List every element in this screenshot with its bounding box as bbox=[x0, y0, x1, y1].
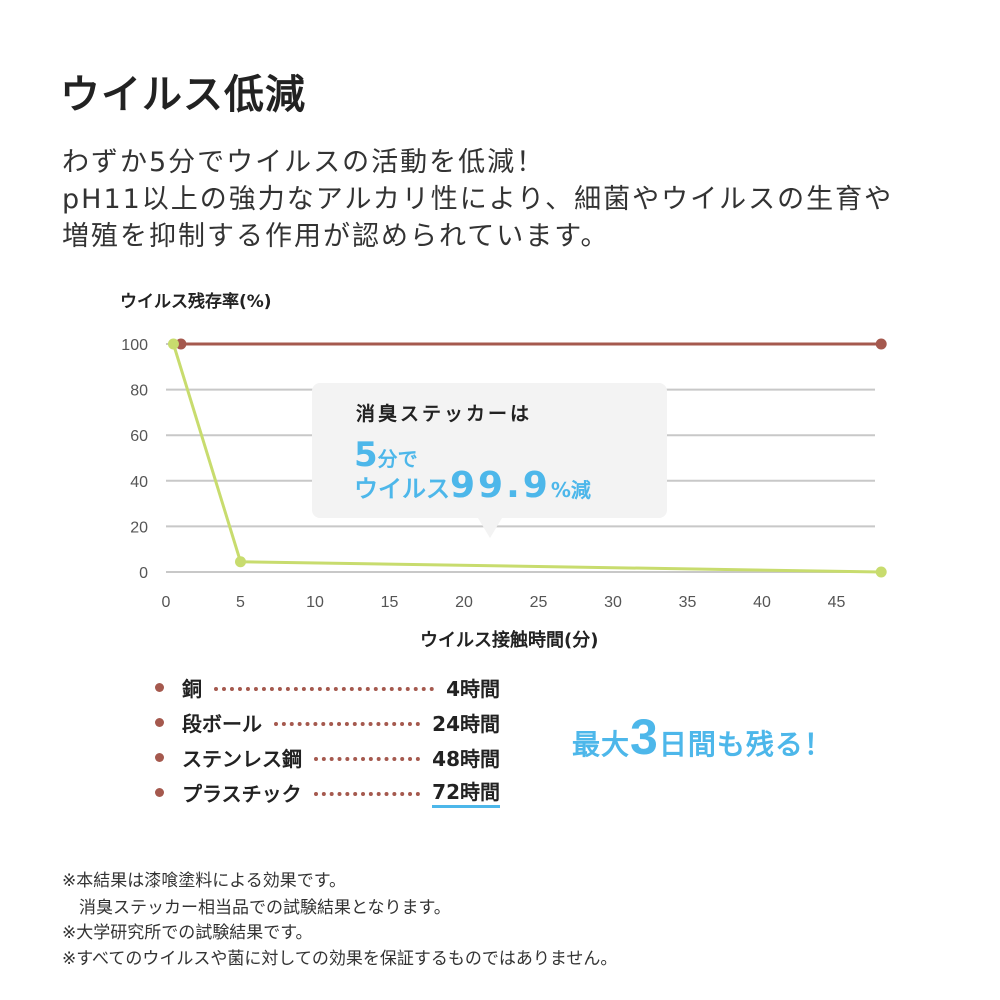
material: 段ボール bbox=[182, 711, 262, 736]
lead-line-3: 増殖を抑制する作用が認められています。 bbox=[62, 221, 610, 252]
callout-pct: 99.9 bbox=[450, 465, 551, 506]
callout-unit: 分で bbox=[377, 447, 418, 471]
max-pre: 最大 bbox=[572, 728, 631, 761]
note: 消臭ステッカー相当品での試験結果となります。 bbox=[62, 898, 451, 918]
material: 銅 bbox=[182, 676, 202, 701]
bullet-icon bbox=[155, 717, 164, 727]
page-title: ウイルス低減 bbox=[60, 72, 306, 118]
lead-line-1: わずか5分でウイルスの活動を低減！ bbox=[62, 147, 546, 178]
bullet-icon bbox=[155, 787, 164, 797]
data-point bbox=[875, 566, 887, 578]
x-tick-label: 30 bbox=[604, 594, 622, 611]
material: プラスチック bbox=[182, 781, 302, 806]
max-days-headline: 最大3日間も残る！ bbox=[572, 708, 833, 766]
time: 72時間 bbox=[432, 776, 500, 808]
x-axis-label: ウイルス接触時間(分) bbox=[420, 630, 599, 651]
y-tick-label: 20 bbox=[130, 519, 148, 536]
material: ステンレス鋼 bbox=[182, 746, 302, 771]
dot-leader bbox=[274, 722, 421, 726]
survival-row: ステンレス鋼 48時間 bbox=[155, 742, 500, 772]
x-tick-label: 20 bbox=[455, 594, 473, 611]
y-axis-label: ウイルス残存率(%) bbox=[120, 292, 272, 312]
time: 48時間 bbox=[432, 746, 500, 771]
x-tick-label: 10 bbox=[306, 594, 324, 611]
x-tick-label: 35 bbox=[679, 594, 697, 611]
y-tick-label: 80 bbox=[130, 383, 148, 400]
note: ※すべてのウイルスや菌に対しての効果を保証するものではありません。 bbox=[62, 949, 618, 969]
time: 24時間 bbox=[432, 711, 500, 736]
note: ※大学研究所での試験結果です。 bbox=[62, 923, 313, 943]
time: 4時間 bbox=[446, 676, 500, 701]
dot-leader bbox=[313, 792, 421, 796]
y-tick-label: 100 bbox=[121, 337, 148, 354]
callout-virus: ウイルス bbox=[354, 475, 450, 503]
max-post: 日間も残る！ bbox=[658, 728, 833, 761]
callout-5: 5 bbox=[354, 435, 378, 475]
max-num: 3 bbox=[630, 709, 659, 765]
data-point bbox=[235, 556, 246, 568]
callout-bubble: 消臭ステッカーは 5分で ウイルス99.9%減 bbox=[312, 383, 667, 538]
survival-row: 銅 4時間 bbox=[155, 672, 500, 702]
bullet-icon bbox=[155, 752, 164, 762]
x-tick-label: 15 bbox=[381, 594, 399, 611]
bullet-icon bbox=[155, 682, 164, 692]
y-tick-label: 60 bbox=[130, 428, 148, 445]
lead-line-2: pH11以上の強力なアルカリ性により、細菌やウイルスの生育や bbox=[62, 184, 894, 215]
x-tick-label: 45 bbox=[828, 594, 846, 611]
callout-pct-sign: %減 bbox=[550, 478, 591, 502]
data-point bbox=[167, 338, 179, 350]
callout-line1: 消臭ステッカーは bbox=[356, 403, 533, 425]
x-tick-label: 0 bbox=[162, 594, 171, 611]
note: ※本結果は漆喰塗料による効果です。 bbox=[62, 871, 347, 891]
survival-row: プラスチック 72時間 bbox=[155, 776, 500, 808]
dot-leader bbox=[314, 757, 421, 761]
survival-row: 段ボール 24時間 bbox=[155, 707, 500, 737]
x-tick-label: 5 bbox=[236, 594, 245, 611]
x-tick-label: 40 bbox=[753, 594, 771, 611]
x-tick-label: 25 bbox=[530, 594, 548, 611]
callout-line2: 5分で bbox=[354, 435, 418, 475]
dot-leader bbox=[214, 687, 435, 691]
callout-line3: ウイルス99.9%減 bbox=[354, 465, 591, 506]
y-tick-label: 0 bbox=[139, 565, 148, 582]
data-point bbox=[875, 338, 887, 350]
y-tick-label: 40 bbox=[130, 474, 148, 491]
